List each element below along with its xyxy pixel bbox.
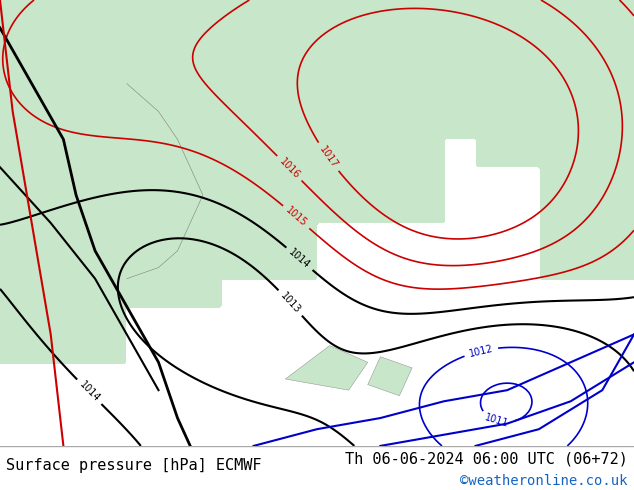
Text: 1014: 1014 (77, 380, 101, 404)
Text: 1014: 1014 (287, 247, 312, 270)
Polygon shape (285, 345, 368, 390)
Text: ©weatheronline.co.uk: ©weatheronline.co.uk (460, 474, 628, 488)
Text: 1013: 1013 (278, 291, 302, 315)
Text: Th 06-06-2024 06:00 UTC (06+72): Th 06-06-2024 06:00 UTC (06+72) (345, 452, 628, 466)
Text: 1017: 1017 (317, 144, 339, 170)
Text: 1012: 1012 (468, 343, 495, 359)
Polygon shape (368, 357, 412, 396)
Text: 1011: 1011 (484, 413, 510, 429)
Text: 1015: 1015 (283, 205, 309, 229)
Text: Surface pressure [hPa] ECMWF: Surface pressure [hPa] ECMWF (6, 458, 262, 473)
Text: 1016: 1016 (277, 156, 302, 180)
